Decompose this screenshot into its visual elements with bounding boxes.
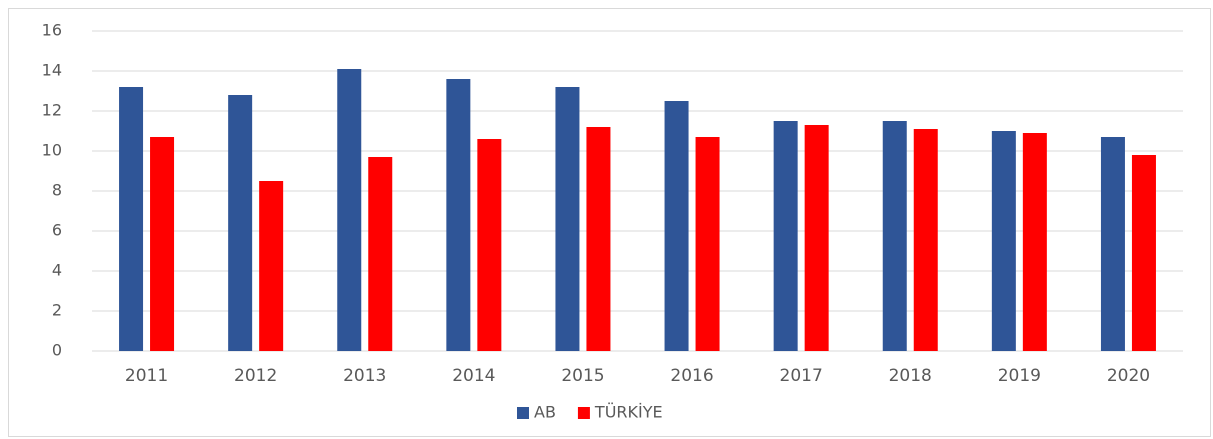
bar — [259, 181, 284, 351]
bar — [1022, 133, 1047, 351]
bar — [804, 125, 829, 351]
x-tick-label: 2019 — [998, 366, 1041, 386]
bar — [991, 131, 1016, 351]
bar — [695, 137, 720, 351]
x-tick-label: 2013 — [343, 366, 386, 386]
y-tick-label: 14 — [42, 61, 62, 80]
x-tick-label: 2018 — [889, 366, 932, 386]
x-tick-label: 2016 — [670, 366, 713, 386]
legend-swatch — [517, 407, 529, 419]
bar — [586, 127, 611, 351]
y-tick-label: 2 — [52, 301, 62, 320]
y-tick-label: 10 — [42, 141, 62, 160]
legend-label: TÜRKİYE — [594, 403, 663, 422]
legend-label: AB — [534, 403, 556, 422]
bar — [368, 157, 393, 351]
bar — [555, 87, 580, 351]
bar — [664, 101, 689, 351]
bar — [228, 95, 253, 351]
bar — [1100, 137, 1125, 351]
x-tick-label: 2011 — [125, 366, 168, 386]
y-tick-label: 6 — [52, 221, 62, 240]
bar — [882, 121, 907, 351]
bar — [913, 129, 938, 351]
x-tick-label: 2014 — [452, 366, 495, 386]
bar — [477, 139, 502, 351]
x-tick-label: 2015 — [561, 366, 604, 386]
y-tick-label: 0 — [52, 341, 62, 360]
bar — [337, 69, 362, 351]
y-tick-label: 12 — [42, 101, 62, 120]
y-tick-label: 4 — [52, 261, 62, 280]
legend-swatch — [577, 407, 590, 419]
bar — [150, 137, 175, 351]
x-tick-label: 2020 — [1107, 366, 1150, 386]
bar — [119, 87, 144, 351]
x-tick-label: 2012 — [234, 366, 277, 386]
y-tick-label: 8 — [52, 181, 62, 200]
x-tick-label: 2017 — [780, 366, 823, 386]
bar — [1131, 155, 1156, 351]
y-tick-label: 16 — [42, 21, 62, 40]
bar — [446, 79, 471, 351]
bar — [773, 121, 798, 351]
